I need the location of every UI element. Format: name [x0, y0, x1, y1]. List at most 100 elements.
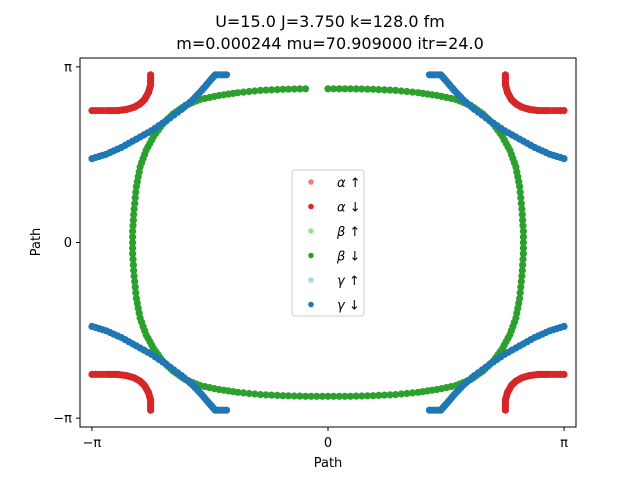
data-point-series-3: [397, 87, 405, 95]
y-tick-label: −π: [53, 412, 72, 427]
data-point-series-3: [380, 86, 388, 94]
legend-marker: [308, 277, 314, 283]
data-point-series-3: [341, 85, 349, 93]
legend-label: α ↓: [337, 201, 361, 216]
data-point-series-3: [130, 205, 138, 213]
data-point-series-3: [268, 86, 276, 94]
data-point-series-3: [262, 86, 270, 94]
data-point-series-3: [330, 392, 338, 400]
data-point-series-3: [518, 266, 526, 275]
data-point-series-3: [403, 87, 411, 96]
data-point-series-5: [222, 71, 231, 79]
data-point-series-3: [386, 391, 394, 399]
data-point-series-3: [256, 391, 264, 399]
legend-label: α ↑: [337, 176, 361, 191]
legend-marker: [308, 228, 314, 234]
data-point-series-3: [519, 250, 528, 258]
data-point-series-3: [346, 392, 355, 400]
data-point-series-3: [129, 244, 137, 252]
data-point-series-3: [518, 210, 526, 219]
data-point-series-3: [256, 86, 264, 94]
data-point-series-3: [251, 390, 259, 398]
data-point-series-3: [324, 85, 332, 93]
data-point-series-3: [284, 392, 293, 400]
data-point-series-3: [284, 85, 293, 93]
data-point-series-3: [131, 199, 139, 207]
data-point-series-3: [519, 244, 528, 252]
data-point-series-3: [408, 88, 417, 96]
data-point-series-3: [279, 392, 287, 400]
data-point-series-3: [129, 227, 137, 235]
data-point-series-3: [369, 392, 377, 400]
data-point-series-3: [273, 86, 281, 94]
data-point-series-3: [335, 392, 343, 400]
data-point-series-3: [397, 390, 405, 398]
data-point-series-3: [518, 205, 526, 213]
x-tick-label: 0: [324, 436, 332, 451]
data-point-series-3: [307, 392, 315, 400]
data-point-series-3: [234, 89, 242, 97]
data-point-series-3: [239, 88, 248, 96]
data-point-series-3: [129, 238, 137, 247]
data-point-series-3: [296, 392, 304, 400]
data-point-series-3: [519, 227, 528, 235]
data-point-series-3: [251, 87, 259, 95]
data-point-series-3: [273, 391, 281, 399]
x-tick-label: π: [560, 436, 568, 451]
data-point-series-3: [375, 86, 383, 94]
data-point-series-3: [519, 238, 528, 247]
y-tick-label: π: [64, 60, 72, 75]
data-points: [88, 71, 568, 414]
data-point-series-3: [129, 250, 137, 258]
data-point-series-3: [352, 85, 360, 93]
data-point-series-1: [147, 71, 155, 79]
chart-title-line-1: U=15.0 J=3.750 k=128.0 fm: [215, 12, 445, 31]
data-point-series-3: [358, 85, 366, 93]
data-point-series-3: [519, 216, 527, 224]
data-point-series-3: [414, 388, 422, 396]
data-point-series-3: [516, 188, 524, 196]
data-point-series-3: [335, 85, 343, 93]
data-point-series-3: [301, 392, 310, 400]
data-point-series-3: [132, 289, 140, 297]
data-point-series-3: [330, 85, 338, 93]
data-point-series-3: [245, 389, 253, 398]
data-point-series-3: [519, 233, 528, 241]
x-axis-label: Path: [314, 456, 343, 471]
data-point-series-3: [290, 392, 298, 400]
data-point-series-1: [501, 406, 509, 414]
data-point-series-3: [375, 391, 383, 399]
data-point-series-3: [518, 272, 526, 280]
axis-ticks: −π 0 π −π 0 π: [53, 60, 568, 451]
chart-title-line-2: m=0.000244 mu=70.909000 itr=24.0: [176, 34, 484, 53]
legend-label: β ↑: [336, 225, 360, 240]
data-point-series-3: [313, 392, 321, 400]
legend: α ↑ α ↓ β ↑ β ↓ γ ↑ γ ↓: [291, 169, 365, 317]
data-point-series-3: [268, 391, 276, 399]
data-point-series-3: [129, 233, 137, 241]
data-point-series-3: [517, 278, 525, 286]
y-axis-label: Path: [29, 228, 44, 257]
y-tick-label: 0: [64, 236, 72, 251]
data-point-series-3: [290, 85, 298, 93]
data-point-series-3: [352, 392, 360, 400]
data-point-series-3: [239, 389, 248, 397]
data-point-series-3: [346, 85, 355, 93]
data-point-series-3: [131, 278, 139, 286]
data-point-series-3: [296, 85, 304, 93]
data-point-series-3: [301, 85, 310, 93]
data-point-series-3: [519, 261, 527, 269]
data-point-series-3: [131, 283, 139, 291]
data-point-series-3: [324, 392, 332, 400]
data-point-series-3: [517, 283, 525, 291]
data-point-series-1: [501, 71, 509, 79]
data-point-series-3: [363, 392, 372, 400]
data-point-series-3: [380, 391, 388, 399]
legend-label: β ↓: [336, 250, 360, 265]
legend-marker: [308, 179, 314, 185]
data-point-series-3: [130, 272, 138, 280]
data-point-series-3: [132, 294, 140, 302]
data-point-series-3: [363, 85, 372, 93]
data-point-series-3: [279, 85, 287, 93]
data-point-series-3: [392, 86, 400, 94]
